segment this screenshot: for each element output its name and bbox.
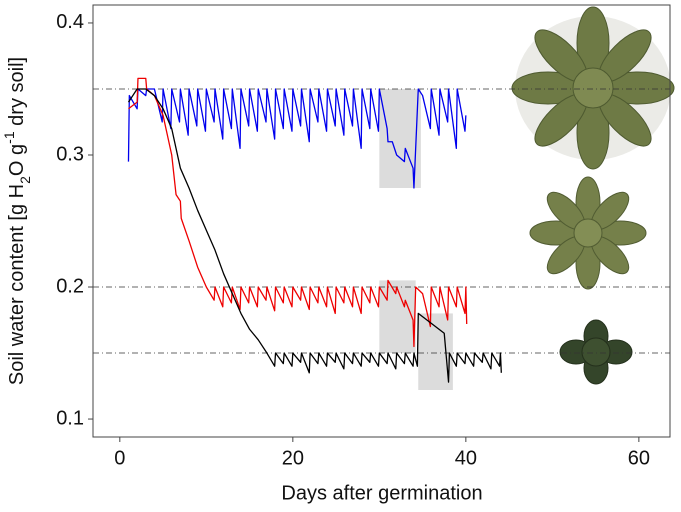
y-axis-label-part: dry soil] [6, 57, 28, 131]
shaded-region [379, 88, 421, 188]
x-tick-label: 20 [282, 447, 304, 469]
y-axis-label-part: -1 [1, 131, 17, 144]
series-line [128, 77, 468, 348]
y-axis-label-part: 2 [17, 176, 33, 184]
plant-small [559, 319, 633, 385]
x-tick-label: 0 [114, 447, 125, 469]
plot-frame [92, 4, 671, 438]
y-axis-label: Soil water content [g H2O g-1 dry soil] [1, 57, 33, 385]
x-tick-label: 40 [455, 447, 477, 469]
y-axis-label-part: Soil water content [g H [6, 184, 28, 385]
y-tick-label: 0.1 [56, 407, 84, 429]
shaded-region [379, 280, 416, 354]
y-tick-label: 0.2 [56, 275, 84, 297]
y-axis-label-part: O g [6, 144, 28, 176]
y-tick-label: 0.3 [56, 143, 84, 165]
series-line [127, 88, 502, 383]
x-axis-label: Days after germination [281, 482, 482, 504]
plant-medium [529, 176, 647, 290]
plant-large [511, 6, 675, 170]
y-tick-label: 0.4 [56, 11, 84, 33]
x-tick-label: 60 [628, 447, 650, 469]
series-line [127, 88, 467, 189]
